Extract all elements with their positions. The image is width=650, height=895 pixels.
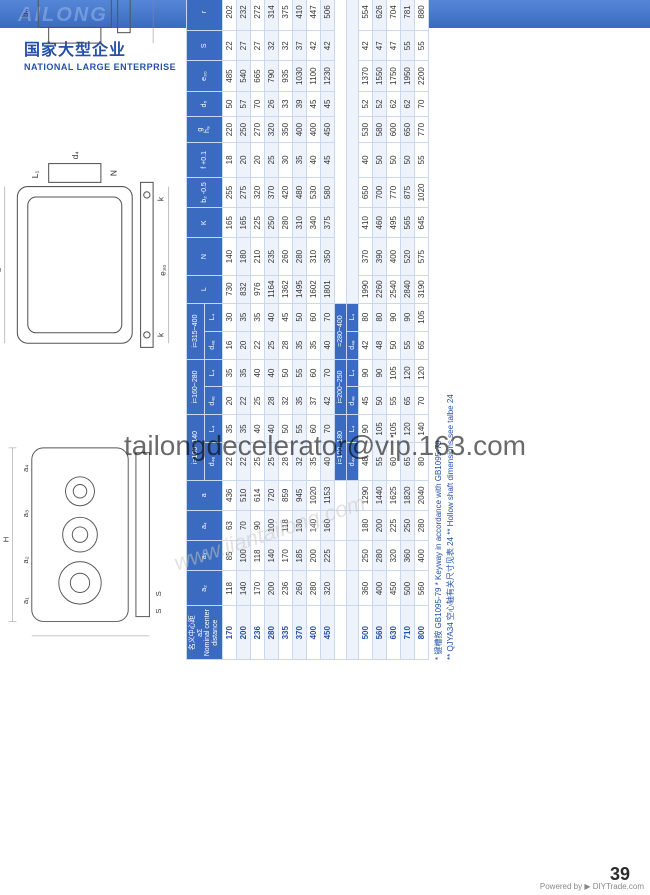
svg-text:L: L <box>0 268 3 273</box>
svg-text:e₃₀: e₃₀ <box>158 265 168 277</box>
footnote-2: ** QJYA34 空心轴有关尺寸见表 24 ** Hollow shaft d… <box>445 0 456 660</box>
svg-text:S: S <box>154 591 163 596</box>
svg-text:k: k <box>156 197 166 202</box>
svg-text:a₃: a₃ <box>21 510 30 517</box>
watermark-email: tailongdecelerator@vip.163.com <box>124 430 526 462</box>
svg-text:k: k <box>156 332 166 337</box>
svg-text:b₀: b₀ <box>20 9 30 17</box>
technical-drawings: H a₁ a₂ a₃ a₄ S S L k k L₁ d₄ <box>0 0 180 660</box>
powered-by: Powered by ▶ DIYTrade.com <box>540 882 644 891</box>
svg-text:d₄: d₄ <box>70 151 80 160</box>
svg-text:N: N <box>109 170 119 176</box>
footnote-1: * 键槽按 GB1095-79 * Keyway in accordance w… <box>433 0 444 660</box>
svg-text:a₄: a₄ <box>21 465 30 472</box>
svg-text:H: H <box>2 537 11 543</box>
svg-text:L₁: L₁ <box>30 171 40 179</box>
svg-text:a₁: a₁ <box>21 597 30 604</box>
svg-text:a₂: a₂ <box>21 556 30 563</box>
svg-text:S: S <box>154 609 163 614</box>
